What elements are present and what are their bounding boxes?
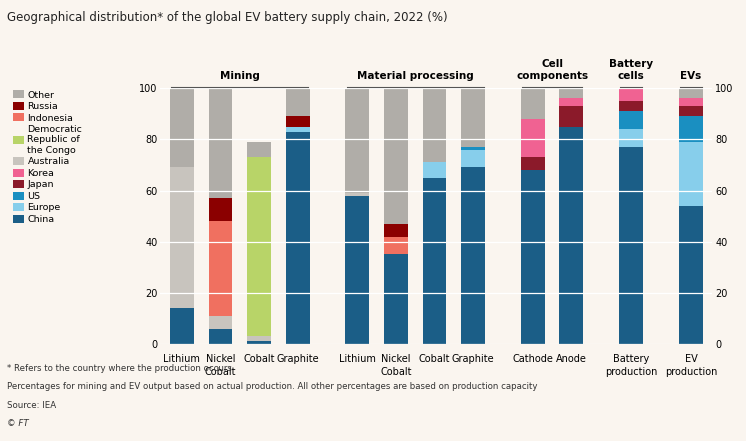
Bar bbox=[345, 193, 369, 196]
Text: Lithium: Lithium bbox=[163, 354, 201, 364]
Bar bbox=[209, 198, 233, 221]
Bar bbox=[209, 221, 233, 316]
Bar bbox=[521, 170, 545, 344]
Text: * Refers to the country where the production occurs: * Refers to the country where the produc… bbox=[7, 364, 232, 373]
Bar bbox=[521, 119, 545, 157]
Text: production: production bbox=[665, 367, 717, 377]
Bar bbox=[384, 254, 408, 344]
Bar bbox=[345, 88, 369, 193]
Bar bbox=[209, 316, 233, 329]
Bar bbox=[247, 142, 271, 157]
Bar bbox=[247, 336, 271, 341]
Bar bbox=[521, 88, 545, 119]
Text: Geographical distribution* of the global EV battery supply chain, 2022 (%): Geographical distribution* of the global… bbox=[7, 11, 448, 24]
Bar bbox=[209, 88, 233, 198]
Bar bbox=[679, 98, 703, 106]
Text: Cathode: Cathode bbox=[513, 354, 554, 364]
Text: Material processing: Material processing bbox=[357, 71, 474, 81]
Bar bbox=[560, 106, 583, 127]
Text: Cell
components: Cell components bbox=[516, 59, 588, 81]
Text: Source: IEA: Source: IEA bbox=[7, 401, 57, 410]
Bar bbox=[679, 206, 703, 344]
Bar bbox=[422, 162, 446, 178]
Bar bbox=[247, 157, 271, 336]
Bar bbox=[422, 88, 446, 162]
Bar bbox=[619, 101, 643, 111]
Text: Battery: Battery bbox=[613, 354, 649, 364]
Bar bbox=[679, 88, 703, 98]
Bar bbox=[461, 168, 485, 344]
Bar bbox=[384, 224, 408, 236]
Bar bbox=[619, 88, 643, 101]
Text: Battery
cells: Battery cells bbox=[609, 59, 653, 81]
Bar bbox=[170, 168, 194, 308]
Text: Nickel: Nickel bbox=[381, 354, 410, 364]
Bar bbox=[384, 88, 408, 224]
Bar bbox=[384, 236, 408, 254]
Text: production: production bbox=[605, 367, 657, 377]
Bar bbox=[345, 196, 369, 344]
Text: Nickel: Nickel bbox=[206, 354, 235, 364]
Bar bbox=[560, 98, 583, 106]
Bar bbox=[619, 129, 643, 147]
Text: EVs: EVs bbox=[680, 71, 701, 81]
Bar bbox=[619, 111, 643, 129]
Text: Percentages for mining and EV output based on actual production. All other perce: Percentages for mining and EV output bas… bbox=[7, 382, 538, 391]
Bar bbox=[461, 88, 485, 147]
Bar bbox=[209, 329, 233, 344]
Text: Cobalt: Cobalt bbox=[380, 367, 412, 377]
Text: Lithium: Lithium bbox=[339, 354, 376, 364]
Text: Graphite: Graphite bbox=[452, 354, 495, 364]
Text: Graphite: Graphite bbox=[276, 354, 319, 364]
Bar bbox=[560, 127, 583, 344]
Text: Cobalt: Cobalt bbox=[243, 354, 275, 364]
Bar bbox=[461, 149, 485, 168]
Bar bbox=[679, 106, 703, 116]
Bar bbox=[247, 341, 271, 344]
Bar bbox=[286, 127, 310, 132]
Bar bbox=[461, 147, 485, 149]
Bar bbox=[679, 142, 703, 206]
Bar bbox=[560, 88, 583, 98]
Bar bbox=[286, 116, 310, 127]
Text: EV: EV bbox=[685, 354, 698, 364]
Bar bbox=[170, 88, 194, 168]
Bar bbox=[286, 88, 310, 116]
Bar bbox=[286, 132, 310, 344]
Bar bbox=[422, 178, 446, 344]
Bar bbox=[679, 116, 703, 142]
Text: Cobalt: Cobalt bbox=[419, 354, 451, 364]
Bar bbox=[170, 308, 194, 344]
Text: © FT: © FT bbox=[7, 419, 29, 428]
Text: Mining: Mining bbox=[220, 71, 260, 81]
Text: Anode: Anode bbox=[556, 354, 587, 364]
Bar bbox=[521, 157, 545, 170]
Legend: Other, Russia, Indonesia, Democratic
Republic of
the Congo, Australia, Korea, Ja: Other, Russia, Indonesia, Democratic Rep… bbox=[13, 90, 82, 224]
Text: Cobalt: Cobalt bbox=[204, 367, 236, 377]
Bar bbox=[619, 147, 643, 344]
